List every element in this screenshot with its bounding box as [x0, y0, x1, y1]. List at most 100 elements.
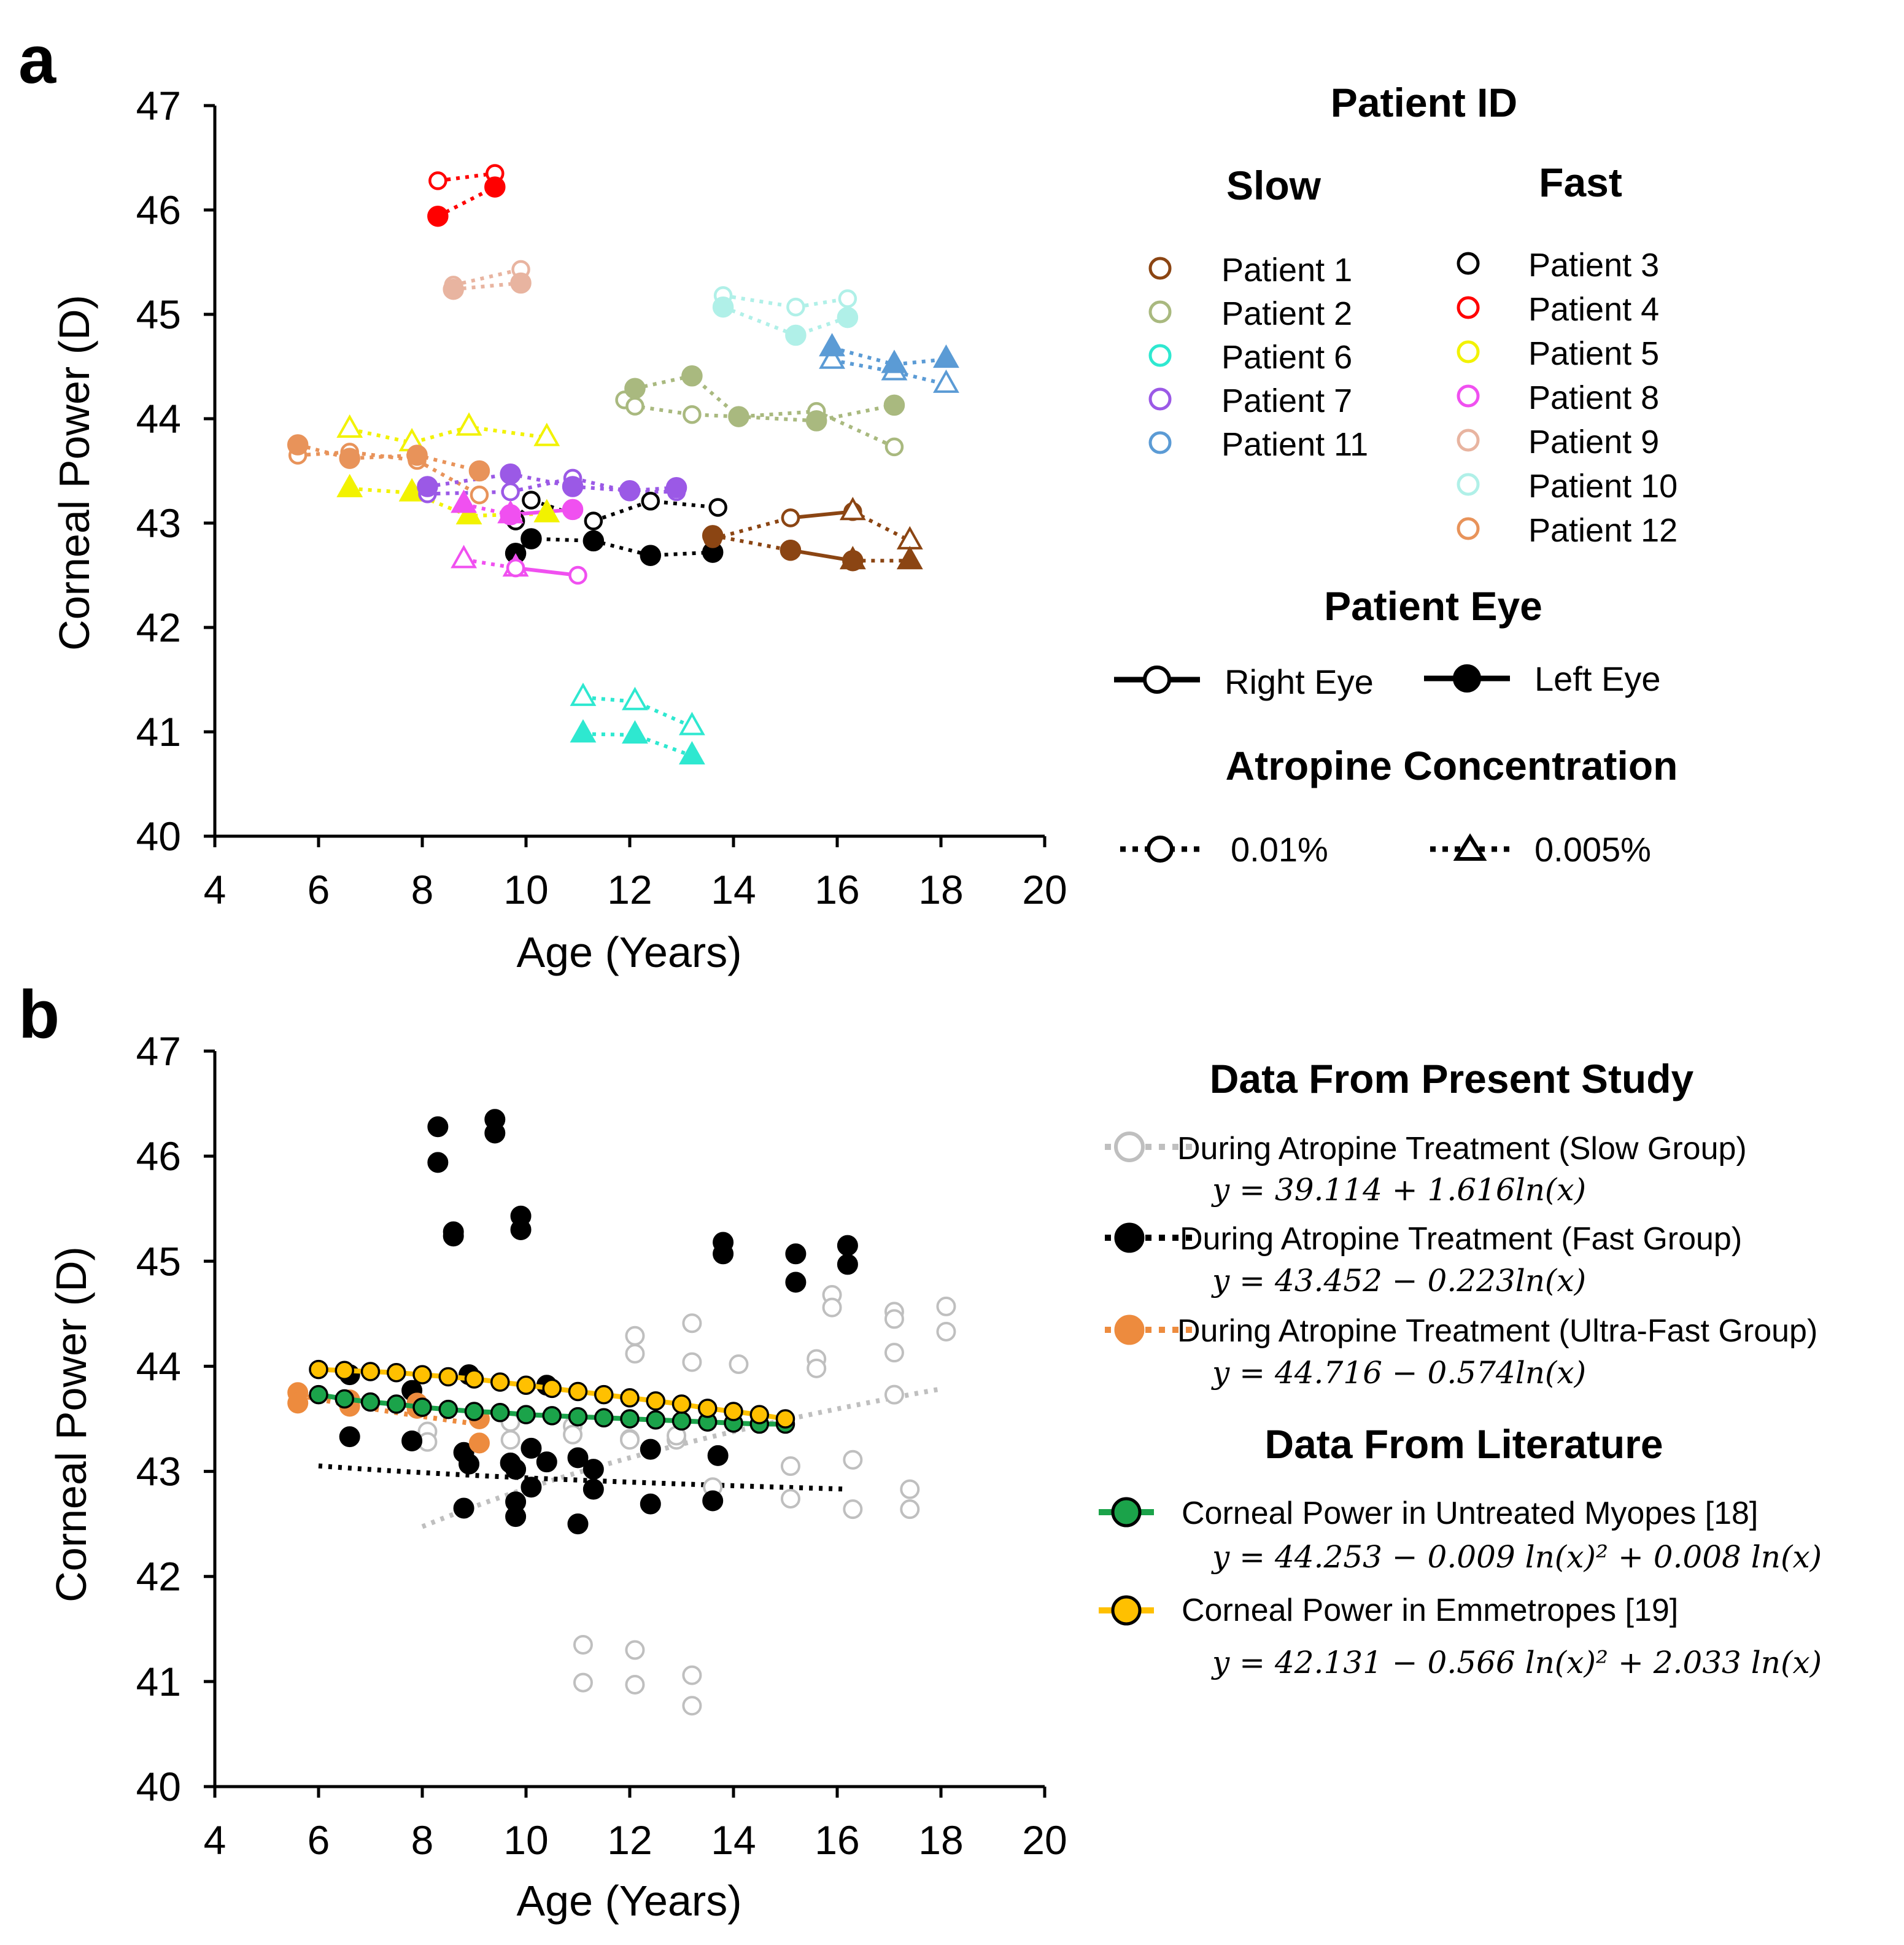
panel-a-label: a — [18, 22, 56, 98]
data-point — [427, 1116, 449, 1138]
panel-b-x-tick-label: 14 — [711, 1817, 756, 1863]
data-point — [620, 1430, 640, 1450]
panel-b-x-tick-label: 6 — [308, 1817, 330, 1863]
data-point-triangle — [933, 344, 959, 368]
literature-point — [620, 1388, 640, 1408]
panel-a-x-tick-label: 16 — [815, 867, 859, 912]
series-line — [349, 486, 547, 518]
data-point — [837, 1254, 858, 1275]
panel-b-y-tick-label: 47 — [136, 1028, 181, 1074]
data-point-circle — [484, 176, 506, 198]
panel-a-x-tick-label: 14 — [711, 867, 756, 912]
legend-ultrafast-group-marker — [1114, 1314, 1145, 1345]
series-line — [831, 346, 946, 367]
data-point — [625, 1674, 645, 1695]
series-line — [514, 537, 713, 557]
series-line — [453, 281, 521, 292]
literature-point — [568, 1381, 588, 1402]
series-line — [722, 305, 848, 338]
legend-slow-group-equation: y = 39.114 + 1.616ln(x) — [1211, 1172, 1586, 1208]
panel-a-y-tick-label: 43 — [136, 500, 181, 546]
data-point-circle — [582, 530, 605, 552]
panel-a-y-tick-label: 44 — [136, 396, 181, 441]
legend-fast-list: Patient 3 Patient 4 Patient 5 Patient 8 Pati… — [1457, 247, 1678, 549]
legend-patient-marker — [1457, 296, 1480, 319]
panel-b-x-axis-label: Age (Years) — [516, 1877, 741, 1925]
data-point — [713, 1243, 734, 1265]
data-point — [339, 1426, 360, 1448]
literature-point — [412, 1397, 432, 1417]
data-point-triangle — [678, 712, 705, 736]
data-point — [484, 1122, 506, 1144]
data-point — [427, 1152, 449, 1173]
data-point — [843, 1450, 863, 1470]
series-line — [437, 171, 495, 183]
series-line — [349, 425, 548, 445]
legend-patient-marker — [1148, 300, 1172, 324]
data-point-circle — [506, 558, 525, 578]
data-point — [884, 1343, 904, 1363]
data-point-circle — [510, 272, 532, 294]
data-point-triangle — [881, 349, 908, 373]
data-point — [536, 1451, 557, 1473]
data-point-triangle — [398, 478, 425, 502]
panel-b-y-tick-label: 45 — [136, 1238, 181, 1284]
data-point-triangle — [570, 719, 597, 743]
legend-fast-group-label: During Atropine Treatment (Fast Group) — [1180, 1221, 1742, 1257]
data-point-triangle — [336, 414, 363, 438]
literature-point — [646, 1410, 665, 1430]
literature-point — [438, 1399, 458, 1419]
legend-patient-marker — [1457, 252, 1480, 275]
legend-right-eye-marker — [1143, 666, 1171, 694]
legend-emmetropes-label: Corneal Power in Emmetropes [19] — [1182, 1593, 1678, 1628]
data-point-circle — [884, 437, 904, 457]
panel-a-x-tick-label: 10 — [503, 867, 548, 912]
data-point — [453, 1442, 474, 1463]
panel-b-x-tick-label: 18 — [918, 1817, 963, 1863]
panel-b-y-tick-label: 44 — [136, 1343, 181, 1389]
data-point — [936, 1296, 956, 1316]
data-point-triangle — [622, 720, 648, 744]
data-point-circle — [522, 491, 541, 510]
panel-a-y-tick-label: 46 — [136, 187, 181, 233]
panel-b-x-tick-label: 4 — [204, 1817, 226, 1863]
legend-0.01-marker — [1147, 836, 1174, 863]
data-point — [468, 1432, 490, 1454]
literature-point — [749, 1405, 769, 1424]
legend-present-study-title: Data From Present Study — [1210, 1056, 1694, 1101]
data-point — [573, 1634, 593, 1655]
legend-ultrafast-group-label: During Atropine Treatment (Ultra-Fast Gr… — [1177, 1313, 1817, 1349]
literature-point — [490, 1372, 510, 1392]
literature-point — [594, 1408, 614, 1428]
legend-0.01-label: 0.01% — [1231, 830, 1328, 869]
data-point-circle — [625, 397, 644, 416]
literature-point — [438, 1367, 458, 1387]
panel-a-x-tick-label: 18 — [918, 867, 963, 912]
data-point — [582, 1478, 604, 1500]
data-point-circle — [427, 205, 449, 227]
legend-patient-label: Patient 9 — [1528, 424, 1659, 460]
data-point-circle — [641, 492, 660, 511]
series-line — [634, 374, 895, 423]
data-point-circle — [443, 278, 464, 300]
literature-point — [620, 1409, 640, 1429]
panel-a-x-tick-label: 6 — [308, 867, 330, 912]
data-point — [640, 1438, 661, 1460]
legend-slow-group-marker — [1114, 1132, 1145, 1162]
data-point-triangle — [896, 546, 923, 570]
legend-patient-marker — [1457, 517, 1480, 540]
literature-point — [387, 1362, 406, 1383]
data-point — [500, 1452, 521, 1473]
data-point-triangle — [819, 333, 845, 357]
data-point-triangle — [455, 412, 482, 436]
data-point-circle — [781, 508, 800, 527]
literature-point — [542, 1378, 562, 1399]
legend-patient-label: Patient 2 — [1221, 295, 1352, 332]
data-point-circle — [785, 324, 807, 346]
data-point — [900, 1499, 920, 1520]
data-point — [453, 1497, 474, 1519]
data-point-triangle — [451, 545, 478, 569]
data-point-triangle — [839, 497, 866, 521]
data-point — [582, 1459, 604, 1480]
